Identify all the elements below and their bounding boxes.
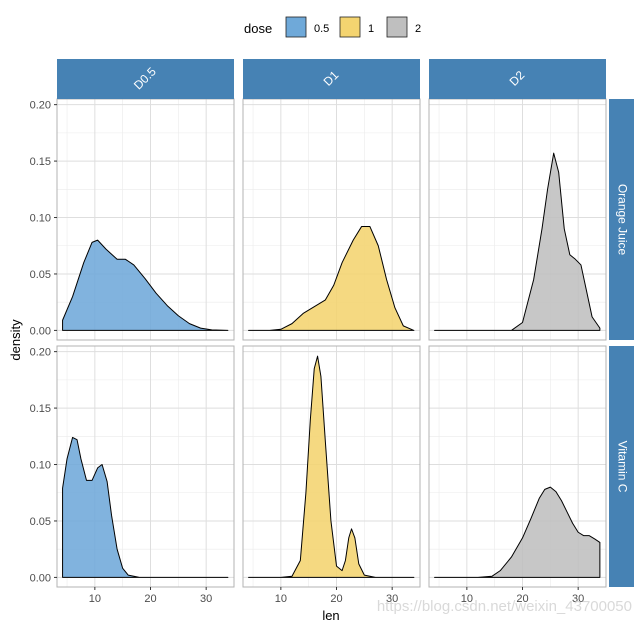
legend-label-1: 1 (368, 23, 374, 35)
watermark: https://blog.csdn.net/weixin_43700050 (377, 598, 632, 615)
axes-group: 0.00 0.05 0.10 0.15 0.20 0.00 0.05 0.10 0.15 0.20… (30, 100, 585, 605)
y-tick-label: 0.10 (30, 460, 51, 472)
y-tick-label: 0.20 (30, 347, 51, 359)
legend: dose 0.5 1 2 (244, 16, 421, 38)
y-tick-label: 0.00 (30, 572, 51, 584)
legend-key-1 (339, 16, 361, 38)
legend-label-2: 2 (415, 23, 421, 35)
legend-key-0.5 (285, 16, 307, 38)
y-tick-label: 0.20 (30, 100, 51, 112)
x-tick-label: 10 (461, 593, 473, 605)
y-tick-label: 0.05 (30, 516, 51, 528)
strip-top-d0.5 (57, 59, 234, 99)
x-tick-label: 10 (89, 593, 101, 605)
panel-border (428, 345, 607, 588)
y-tick-label: 0.10 (30, 213, 51, 225)
x-tick-label: 20 (330, 593, 342, 605)
density-area-orange-juice-dose-1 (248, 226, 415, 331)
density-area-orange-juice-dose-0.5 (62, 239, 229, 331)
y-tick-label: 0.15 (30, 403, 51, 415)
x-tick-label: 20 (144, 593, 156, 605)
strip-top-d2 (429, 59, 606, 99)
y-tick-label: 0.00 (30, 325, 51, 337)
legend-label-0.5: 0.5 (314, 23, 329, 35)
y-tick-label: 0.05 (30, 269, 51, 281)
y-tick-label: 0.15 (30, 156, 51, 168)
legend-key-2 (386, 16, 408, 38)
density-area-vitamin-c-dose-1 (248, 355, 415, 578)
strip-label-orange-juice: Orange Juice (615, 184, 629, 256)
strip-top-d1 (243, 59, 420, 99)
density-area-orange-juice-dose-2 (434, 152, 601, 331)
x-tick-label: 20 (516, 593, 528, 605)
x-tick-label: 30 (572, 593, 584, 605)
x-tick-label: 10 (275, 593, 287, 605)
panel-border (56, 345, 235, 588)
density-area-vitamin-c-dose-0.5 (62, 436, 229, 578)
panel-vitamin-c-d0.5 (57, 346, 235, 587)
strip-right-orange-juice (609, 99, 634, 340)
strip-right-vitamin-c (609, 346, 634, 587)
x-tick-label: 30 (200, 593, 212, 605)
legend-title: dose (244, 21, 272, 36)
panel-border (242, 345, 421, 588)
y-axis-title: density (8, 319, 23, 361)
strip-label-vitamin-c: Vitamin C (615, 441, 629, 493)
x-tick-label: 30 (386, 593, 398, 605)
x-axis-title: len (322, 608, 339, 623)
panels-group (56, 98, 607, 588)
density-area-vitamin-c-dose-2 (434, 486, 601, 578)
